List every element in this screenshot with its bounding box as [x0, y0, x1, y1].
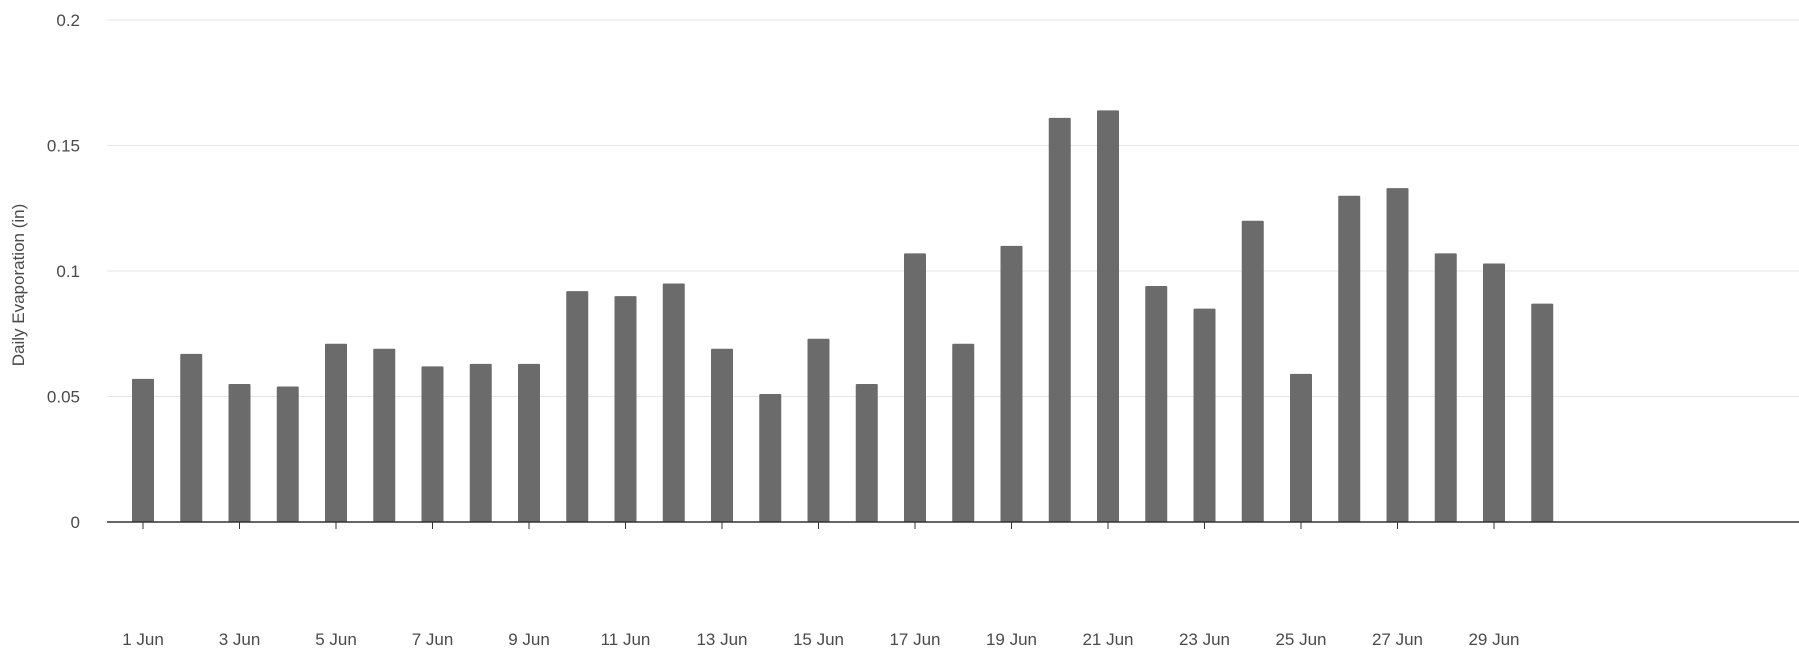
bar: [325, 343, 347, 522]
bar: [566, 291, 589, 522]
bar: [662, 283, 685, 522]
bar: [228, 383, 251, 522]
bar: [1048, 117, 1071, 522]
x-tick-label: 29 Jun: [1468, 630, 1519, 649]
x-tick-label: 11 Jun: [601, 630, 651, 649]
x-tick-label: 21 Jun: [1082, 630, 1133, 649]
x-tick-label: 17 Jun: [889, 630, 940, 649]
bars: [132, 110, 1554, 523]
x-tick-label: 15 Jun: [793, 630, 844, 649]
bar: [1193, 308, 1216, 522]
bar: [1483, 263, 1505, 522]
y-tick-label: 0.15: [47, 137, 80, 156]
bar: [1241, 220, 1264, 523]
bar: [1386, 188, 1409, 523]
bar: [759, 393, 782, 522]
x-tick-labels: 1 Jun 3 Jun 5 Jun 7 Jun 9 Jun 11 Jun 13 Jun 15 …: [122, 630, 1519, 649]
bar: [1000, 245, 1023, 522]
bar: [1531, 303, 1554, 522]
bar: [1097, 110, 1119, 523]
y-tick-label: 0.05: [47, 388, 80, 407]
bar: [180, 353, 203, 522]
y-axis-title: Daily Evaporation (in): [9, 204, 28, 367]
axes: [107, 521, 1799, 529]
bar: [469, 363, 492, 522]
x-tick-label: 9 Jun: [508, 630, 550, 649]
bar: [421, 366, 444, 522]
bar: [711, 348, 733, 522]
x-tick-label: 25 Jun: [1275, 630, 1326, 649]
bar: [904, 253, 926, 522]
x-tick-label: 23 Jun: [1179, 630, 1230, 649]
bar: [373, 348, 396, 522]
bar: [614, 296, 637, 522]
x-tick-label: 1 Jun: [122, 630, 164, 649]
x-tick-label: 3 Jun: [219, 630, 261, 649]
bar: [1338, 195, 1361, 522]
x-tick-label: 13 Jun: [696, 630, 747, 649]
bar: [1145, 286, 1168, 522]
bar: [132, 378, 154, 522]
bar: [276, 386, 299, 522]
x-tick-label: 7 Jun: [412, 630, 454, 649]
x-tick-label: 5 Jun: [315, 630, 357, 649]
bar: [1290, 373, 1312, 522]
bar: [807, 338, 830, 522]
y-tick-labels: 0 0.05 0.1 0.15 0.2: [47, 11, 80, 532]
y-tick-label: 0.2: [56, 11, 80, 30]
x-tick-label: 19 Jun: [986, 630, 1037, 649]
bar: [855, 383, 878, 522]
y-tick-label: 0.1: [56, 262, 80, 281]
bar: [518, 363, 540, 522]
y-tick-label: 0: [71, 513, 80, 532]
x-tick-label: 27 Jun: [1372, 630, 1423, 649]
bar: [952, 343, 975, 522]
bar: [1434, 253, 1457, 522]
